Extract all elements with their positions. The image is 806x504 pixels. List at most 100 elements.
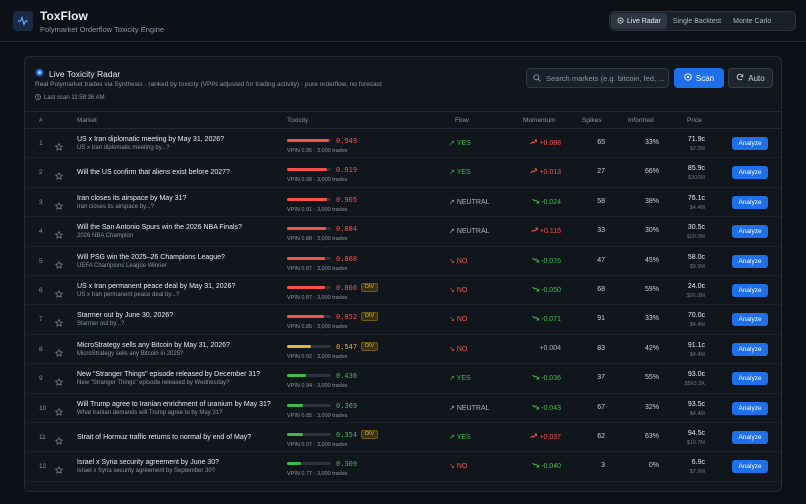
market-title[interactable]: Iran closes its airspace by May 31? (77, 194, 187, 202)
price-value: 58.0c (687, 253, 705, 261)
trend-icon (530, 168, 538, 176)
divergence-badge: DIV (361, 312, 379, 322)
star-icon[interactable] (54, 461, 64, 479)
toxicity-value: 0.309 (336, 460, 358, 469)
tab-live-radar[interactable]: Live Radar (611, 13, 667, 29)
tab-single-backtest[interactable]: Single Backtest (672, 17, 722, 25)
arrow-icon: ↗ (449, 140, 455, 147)
momentum-label: +0.037 (539, 433, 561, 441)
analyze-button[interactable]: Analyze (732, 342, 768, 356)
analyze-button[interactable]: Analyze (732, 283, 768, 297)
vpin-info: VPIN 0.88 · 3,000 trades (287, 236, 348, 243)
analyze-button[interactable]: Analyze (732, 166, 768, 180)
market-title[interactable]: MicroStrategy sells any Bitcoin by May 3… (77, 341, 230, 349)
informed-value: 55% (644, 374, 659, 382)
star-icon[interactable] (54, 314, 64, 332)
trend-icon (530, 433, 538, 441)
star-icon[interactable] (54, 403, 64, 421)
price-value: 76.1c (687, 194, 705, 202)
col-price[interactable]: Price (687, 117, 702, 124)
market-title[interactable]: Starmer out by June 30, 2026? (77, 312, 174, 320)
market-title[interactable]: Will the San Antonio Spurs win the 2026 … (77, 224, 242, 232)
flow-label: NEUTRAL (456, 228, 490, 236)
radar-icon (617, 16, 624, 26)
flow-label: NEUTRAL (456, 198, 490, 206)
star-icon[interactable] (54, 432, 64, 450)
analyze-button[interactable]: Analyze (732, 372, 768, 386)
search-box[interactable] (526, 68, 669, 88)
market-title[interactable]: Will PSG win the 2025–26 Champions Leagu… (77, 253, 225, 261)
momentum-value: -0.043 (529, 404, 561, 412)
row-number: 2 (39, 169, 43, 177)
analyze-button[interactable]: Analyze (732, 430, 768, 444)
momentum-label: +0.088 (539, 140, 561, 147)
tab-monte-carlo[interactable]: Monte Carlo (733, 17, 772, 25)
star-icon[interactable] (54, 256, 64, 274)
auto-refresh-button[interactable]: Auto (728, 68, 773, 88)
col-momentum[interactable]: Momentum (523, 117, 556, 124)
star-icon[interactable] (54, 285, 64, 303)
arrow-icon: ↘ (449, 316, 455, 324)
toxicity-bar-fill (287, 168, 328, 172)
col-market[interactable]: Market (77, 117, 97, 124)
analyze-button[interactable]: Analyze (732, 225, 768, 239)
market-title[interactable]: Will Trump agree to Iranian enrichment o… (77, 400, 271, 408)
arrow-icon: ↘ (449, 345, 455, 353)
price-value: 93.5c (687, 400, 705, 408)
star-icon[interactable] (54, 167, 64, 185)
market-title[interactable]: Will the US confirm that aliens exist be… (77, 169, 230, 177)
col-flow[interactable]: Flow (455, 117, 469, 124)
flow-label: NO (456, 316, 468, 324)
volume-value: $20.0M (686, 234, 705, 241)
toxicity-value: 0.905 (336, 195, 358, 204)
toxicity-value: 0.354 (336, 430, 358, 439)
toxicity-value: 0.436 (336, 372, 358, 381)
momentum-label: -0.040 (541, 463, 561, 471)
market-title[interactable]: New "Stranger Things" episode released b… (77, 371, 261, 379)
star-icon[interactable] (54, 226, 64, 244)
star-icon[interactable] (54, 197, 64, 215)
analyze-button[interactable]: Analyze (732, 460, 768, 474)
informed-value: 59% (644, 285, 659, 293)
analyze-button[interactable]: Analyze (732, 401, 768, 415)
flow-indicator: ↗ NEUTRAL (449, 227, 490, 235)
flow-indicator: ↘ NO (449, 462, 467, 470)
spikes-value: 47 (597, 256, 605, 264)
analyze-button[interactable]: Analyze (732, 195, 768, 209)
toxicity-bar-fill (287, 227, 326, 231)
table-row: 11 Strait of Hormuz traffic returns to n… (25, 423, 781, 453)
flow-indicator: ↗ YES (449, 168, 471, 176)
momentum-value: -0.076 (529, 257, 561, 265)
vpin-info: VPIN 0.85 · 3,000 trades (287, 412, 348, 419)
star-icon[interactable] (54, 138, 64, 156)
arrow-icon: ↘ (449, 286, 455, 294)
market-title[interactable]: US x Iran permanent peace deal by May 31… (77, 282, 236, 290)
star-icon[interactable] (54, 373, 64, 391)
momentum-label: -0.024 (541, 198, 561, 206)
informed-value: 66% (644, 168, 659, 176)
market-title[interactable]: Strait of Hormuz traffic returns to norm… (77, 433, 252, 441)
analyze-button[interactable]: Analyze (732, 313, 768, 327)
flow-label: NEUTRAL (456, 404, 490, 412)
informed-value: 63% (644, 432, 659, 440)
col-spikes[interactable]: Spikes (582, 117, 602, 124)
divergence-badge: DIV (361, 341, 379, 351)
informed-value: 32% (644, 403, 659, 411)
market-title[interactable]: US x Iran diplomatic meeting by May 31, … (77, 136, 225, 143)
toxicity-bar (287, 168, 331, 172)
star-icon[interactable] (54, 344, 64, 362)
col-informed[interactable]: Informed (628, 117, 654, 124)
toxicity-bar (287, 139, 331, 142)
search-input[interactable] (546, 73, 664, 83)
informed-value: 33% (644, 315, 659, 323)
scan-button[interactable]: Scan (674, 68, 724, 88)
spikes-value: 33 (597, 227, 605, 235)
trend-icon (532, 374, 540, 382)
analyze-button[interactable]: Analyze (732, 137, 768, 150)
market-title[interactable]: Israel x Syria security agreement by Jun… (77, 459, 220, 467)
analyze-button[interactable]: Analyze (732, 254, 768, 268)
row-number: 3 (39, 198, 43, 206)
price-value: 94.5c (687, 429, 705, 437)
toxicity-bar-fill (287, 344, 312, 348)
col-toxicity[interactable]: Toxicity (287, 117, 309, 124)
